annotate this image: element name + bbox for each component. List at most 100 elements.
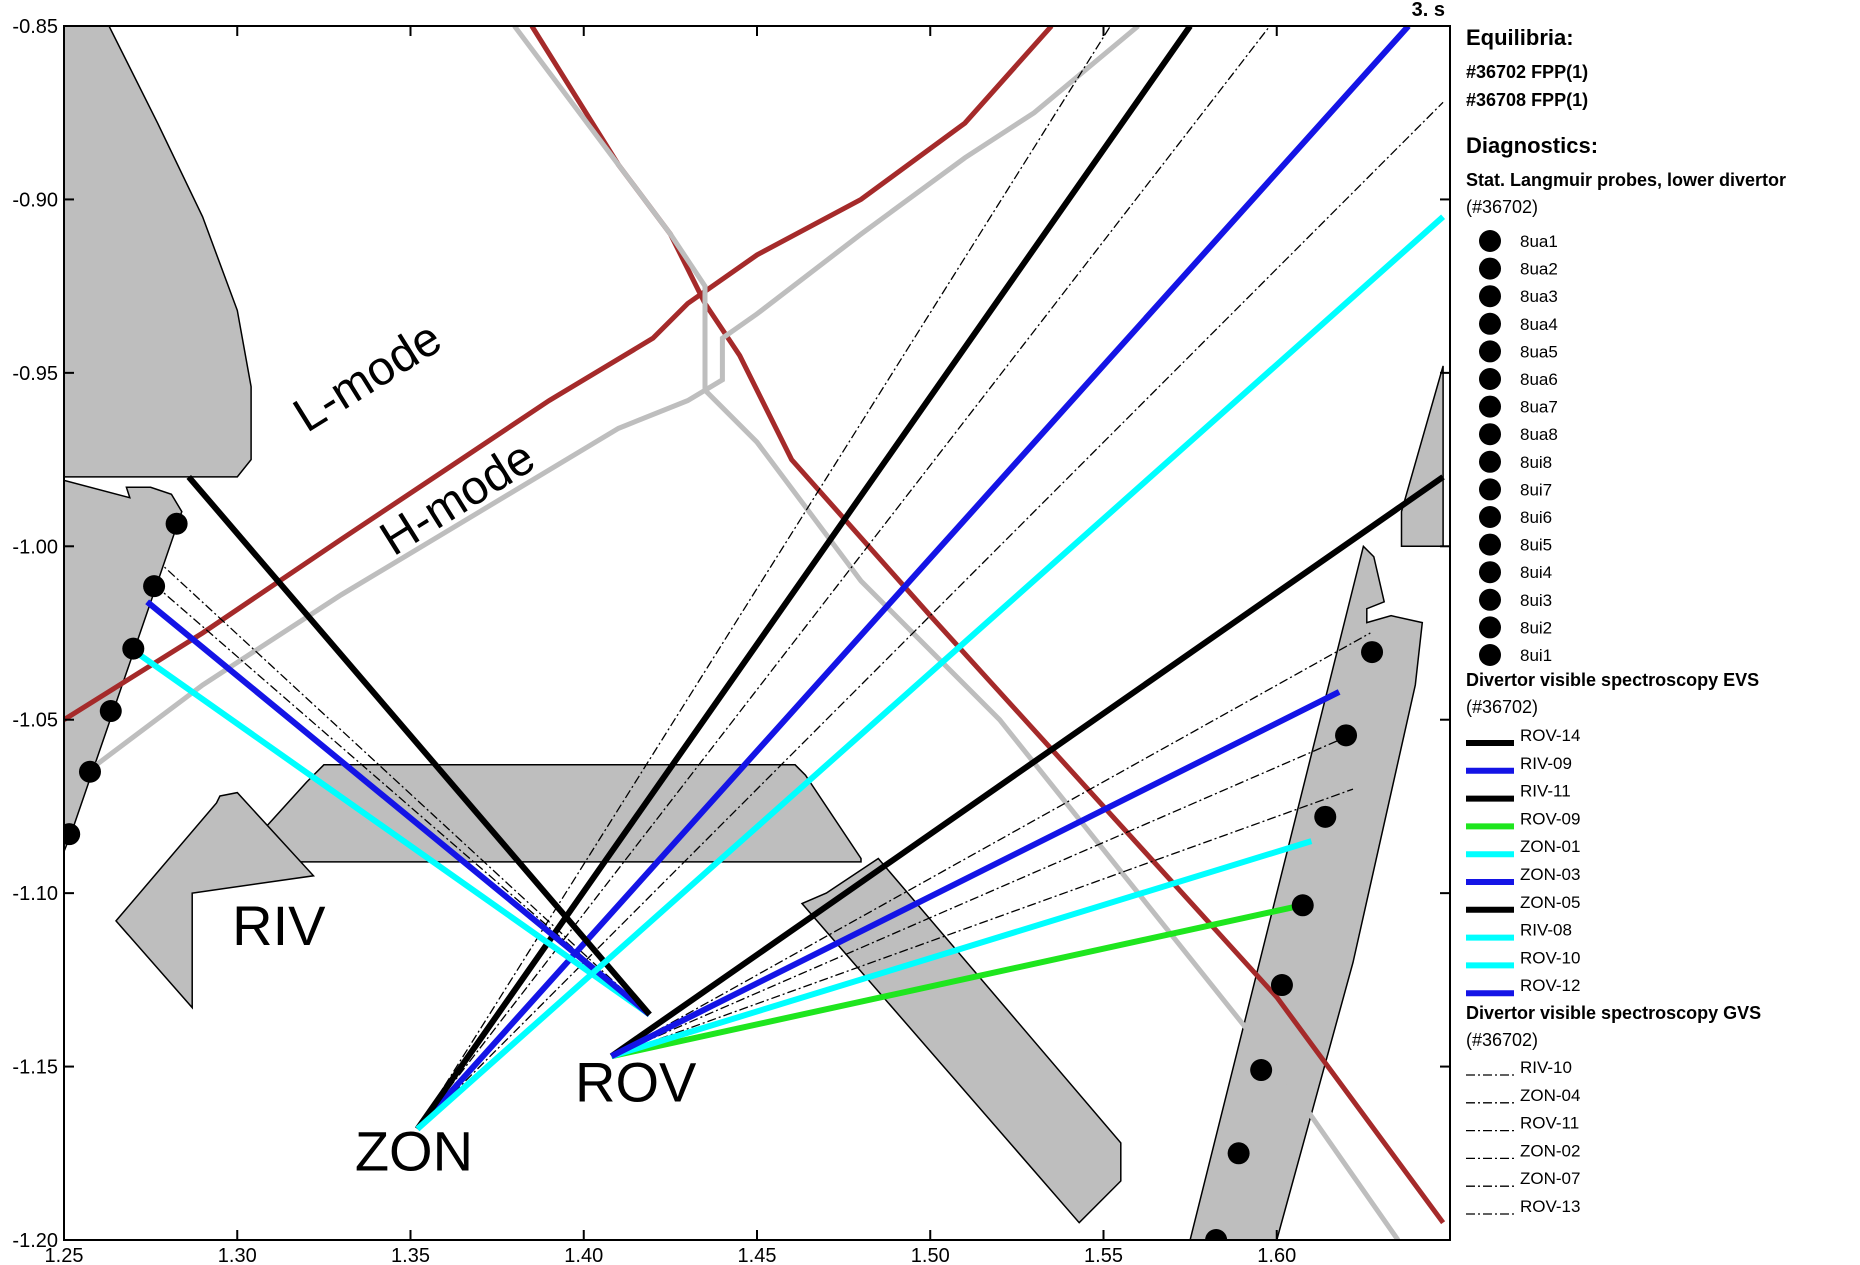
region-label-riv: RIV bbox=[232, 894, 326, 957]
y-tick-label: -1.05 bbox=[12, 710, 58, 732]
legend-evs-riv-08: RIV-08 bbox=[1520, 921, 1572, 940]
legend-probe-marker bbox=[1479, 340, 1501, 363]
evs-line-riv-08 bbox=[415, 214, 1446, 1132]
legend-gvs-zon-02: ZON-02 bbox=[1520, 1141, 1580, 1160]
legend-gvs-title: Divertor visible spectroscopy GVS bbox=[1466, 1003, 1761, 1023]
evs-line-zon-03 bbox=[145, 599, 652, 1017]
legend-probe-8ua8: 8ua8 bbox=[1520, 425, 1558, 444]
x-tick-label: 1.30 bbox=[218, 1245, 257, 1265]
legend-evs-rov-10: ROV-10 bbox=[1520, 948, 1580, 967]
probe-8ua1 bbox=[1361, 641, 1384, 664]
legend-probe-8ui5: 8ui5 bbox=[1520, 536, 1552, 555]
evs-line-rov-12 bbox=[610, 689, 1341, 1059]
legend-probe-8ua2: 8ua2 bbox=[1520, 260, 1558, 279]
legend-probe-marker bbox=[1479, 257, 1501, 280]
legend-probe-8ua6: 8ua6 bbox=[1520, 370, 1558, 389]
legend-evs-riv-11: RIV-11 bbox=[1520, 782, 1571, 801]
evs-line-zon-05 bbox=[186, 474, 652, 1017]
legend-probe-8ui2: 8ui2 bbox=[1520, 618, 1552, 637]
y-tick-label: -0.85 bbox=[12, 16, 58, 38]
y-tick-label: -0.95 bbox=[12, 363, 58, 385]
legend-probe-8ui6: 8ui6 bbox=[1520, 508, 1552, 527]
probe-8ua5 bbox=[1270, 974, 1293, 997]
legend-evs-zon-03: ZON-03 bbox=[1520, 865, 1580, 884]
legend-gvs-shot: (#36702) bbox=[1466, 1030, 1538, 1050]
legend-langmuir-title: Stat. Langmuir probes, lower divertor bbox=[1466, 170, 1786, 190]
gvs-line-riv-10 bbox=[416, 26, 1111, 1130]
legend-equilibria-title: Equilibria: bbox=[1466, 25, 1574, 50]
legend-gvs-zon-07: ZON-07 bbox=[1520, 1169, 1580, 1188]
legend-probe-marker bbox=[1479, 230, 1501, 252]
region-label-rov: ROV bbox=[575, 1050, 697, 1113]
legend-probe-marker bbox=[1479, 395, 1501, 418]
probe-8ui3 bbox=[165, 512, 188, 535]
wall-inner-lower-tile bbox=[64, 479, 183, 852]
legend-probe-marker bbox=[1479, 423, 1501, 446]
gvs-extra-line-0 bbox=[416, 26, 1271, 1130]
legend-probe-marker bbox=[1479, 644, 1501, 666]
probe-8ua3 bbox=[1314, 805, 1337, 828]
gvs-line-rov-11 bbox=[611, 736, 1347, 1057]
evs-line-riv-09 bbox=[415, 26, 1411, 1132]
plot-content bbox=[64, 26, 1446, 1240]
wall-outer-upper-tile bbox=[1400, 365, 1444, 548]
legend-gvs-rov-13: ROV-13 bbox=[1520, 1197, 1580, 1216]
legend-probe-marker bbox=[1479, 588, 1501, 611]
separatrix-hmode-strike bbox=[64, 26, 1140, 792]
x-tick-label: 1.55 bbox=[1084, 1245, 1123, 1265]
legend-probe-8ua7: 8ua7 bbox=[1520, 398, 1558, 417]
legend-evs-riv-09: RIV-09 bbox=[1520, 754, 1572, 773]
legend-probe-8ua3: 8ua3 bbox=[1520, 287, 1558, 306]
legend-probe-marker bbox=[1479, 616, 1501, 639]
legend-evs-title: Divertor visible spectroscopy EVS bbox=[1466, 670, 1759, 690]
x-tick-label: 1.50 bbox=[911, 1245, 950, 1265]
legend-probe-8ui3: 8ui3 bbox=[1520, 591, 1552, 610]
legend-equilibrium-36708: #36708 FPP(1) bbox=[1466, 90, 1588, 110]
evs-line-riv-11 bbox=[414, 26, 1193, 1131]
evs-line-rov-10 bbox=[610, 838, 1313, 1060]
legend-evs-list: ROV-14 RIV-09 RIV-11 ROV-09 ZON-01 ZON-03 ZON-… bbox=[1466, 726, 1580, 997]
legend-probe-8ui8: 8ui8 bbox=[1520, 453, 1552, 472]
legend-gvs-zon-04: ZON-04 bbox=[1520, 1086, 1580, 1105]
wall-roof-baffle bbox=[800, 857, 1122, 1224]
legend-probe-marker bbox=[1479, 561, 1501, 584]
legend-probe-marker bbox=[1479, 450, 1501, 473]
legend-probe-8ui7: 8ui7 bbox=[1520, 480, 1552, 499]
y-tick-label: -1.00 bbox=[12, 536, 58, 558]
probe-8ua2 bbox=[1335, 724, 1358, 747]
legend-probe-marker bbox=[1479, 478, 1501, 501]
legend-probe-marker bbox=[1479, 312, 1501, 335]
wall-inner-upper-tile bbox=[64, 26, 252, 478]
legend-probe-8ua5: 8ua5 bbox=[1520, 342, 1558, 361]
y-tick-label: -0.90 bbox=[12, 189, 58, 211]
y-tick-label: -1.20 bbox=[12, 1230, 58, 1252]
gvs-line-zon-04 bbox=[164, 566, 651, 1016]
legend-equilibrium-36702: #36702 FPP(1) bbox=[1466, 62, 1588, 82]
gvs-extra-line-1 bbox=[416, 101, 1444, 1130]
x-tick-label: 1.40 bbox=[564, 1245, 603, 1265]
legend-evs-shot: (#36702) bbox=[1466, 697, 1538, 717]
legend-probe-list: 8ua1 8ua2 8ua3 8ua4 8ua5 8ua6 8ua7 8ua8 8ui8 8ui7… bbox=[1479, 230, 1558, 666]
probe-8ui8 bbox=[64, 823, 81, 846]
legend-probe-8ui1: 8ui1 bbox=[1520, 646, 1552, 665]
legend-probe-marker bbox=[1479, 506, 1501, 528]
mode-label-l-mode: L-mode bbox=[285, 311, 451, 442]
y-tick-label: -1.15 bbox=[12, 1057, 58, 1079]
evs-line-zon-01 bbox=[131, 647, 652, 1017]
legend-gvs-rov-11: ROV-11 bbox=[1520, 1114, 1579, 1133]
evs-line-rov-09 bbox=[610, 904, 1295, 1060]
legend-gvs-riv-10: RIV-10 bbox=[1520, 1058, 1572, 1077]
x-tick-label: 1.60 bbox=[1257, 1245, 1296, 1265]
legend-evs-zon-05: ZON-05 bbox=[1520, 893, 1580, 912]
legend-probe-8ui4: 8ui4 bbox=[1520, 563, 1552, 582]
legend-gvs-list: RIV-10 ZON-04 ROV-11 ZON-02 ZON-07 ROV-13 bbox=[1466, 1058, 1580, 1216]
region-label-zon: ZON bbox=[355, 1120, 473, 1183]
legend-evs-rov-09: ROV-09 bbox=[1520, 809, 1580, 828]
probe-8ui7 bbox=[78, 760, 101, 783]
separatrix-lmode-strike bbox=[64, 26, 1054, 722]
time-label: 3. s bbox=[1412, 0, 1445, 21]
probe-8ui5 bbox=[122, 637, 145, 660]
wall-outer-target bbox=[1189, 544, 1424, 1240]
